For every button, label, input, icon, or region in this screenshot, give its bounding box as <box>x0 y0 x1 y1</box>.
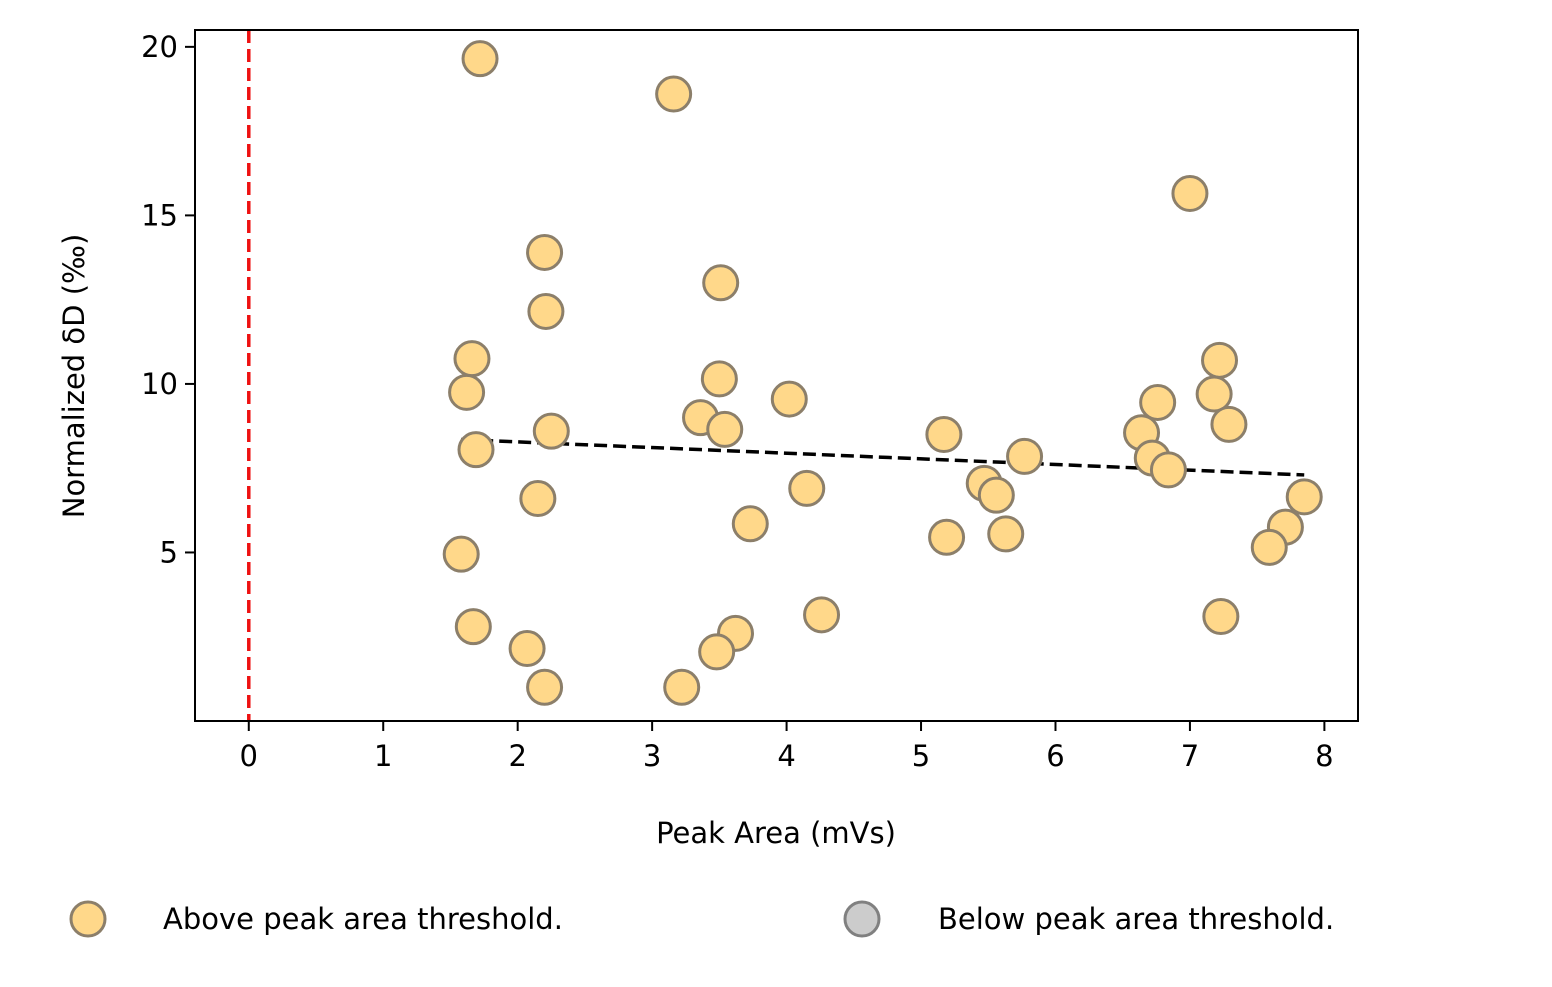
data-point <box>442 535 480 573</box>
y-tick-label: 10 <box>141 367 178 401</box>
data-point <box>928 518 966 556</box>
x-tick-label: 5 <box>912 739 930 773</box>
data-point <box>448 373 486 411</box>
x-tick-label: 1 <box>374 739 392 773</box>
legend-label-below-threshold: Below peak area threshold. <box>938 902 1334 936</box>
legend: Above peak area threshold. Below peak ar… <box>69 900 1334 938</box>
y-axis-title: Normalized δD (‰) <box>57 234 91 519</box>
data-point <box>461 40 499 78</box>
legend-marker-above-threshold <box>69 900 107 938</box>
x-tick-label: 3 <box>643 739 661 773</box>
data-point <box>655 75 693 113</box>
data-point <box>532 412 570 450</box>
data-points <box>442 40 1323 706</box>
data-point <box>1202 598 1240 636</box>
data-point <box>1149 451 1187 489</box>
data-point <box>1195 375 1233 413</box>
data-point <box>1285 478 1323 516</box>
data-point <box>1139 383 1177 421</box>
plot-frame <box>194 29 1359 722</box>
data-point <box>706 410 744 448</box>
data-point <box>526 233 564 271</box>
x-axis-title: Peak Area (mVs) <box>656 816 896 850</box>
data-point <box>527 292 565 330</box>
data-point <box>731 505 769 543</box>
data-point <box>457 431 495 469</box>
x-tick-label: 7 <box>1181 739 1199 773</box>
data-point <box>770 380 808 418</box>
data-point <box>508 630 546 668</box>
data-point <box>987 515 1025 553</box>
y-tick-label: 20 <box>141 30 178 64</box>
data-point <box>519 480 557 518</box>
data-point <box>663 668 701 706</box>
x-tick-label: 4 <box>777 739 795 773</box>
data-point <box>702 264 740 302</box>
data-point <box>1210 405 1248 443</box>
y-axis-ticks: 5 10 15 20 <box>141 30 195 569</box>
legend-marker-below-threshold <box>843 900 881 938</box>
data-point <box>1171 174 1209 212</box>
data-point <box>977 476 1015 514</box>
data-point <box>698 633 736 671</box>
data-point <box>1250 528 1288 566</box>
x-tick-label: 0 <box>240 739 258 773</box>
y-tick-label: 15 <box>141 198 178 232</box>
x-tick-label: 6 <box>1046 739 1064 773</box>
data-point <box>700 360 738 398</box>
x-tick-label: 8 <box>1315 739 1333 773</box>
x-axis-ticks: 0 1 2 3 4 5 6 7 8 <box>240 721 1334 773</box>
data-point <box>925 415 963 453</box>
data-point <box>454 608 492 646</box>
data-point <box>1201 341 1239 379</box>
data-point <box>453 340 491 378</box>
data-point <box>1006 437 1044 475</box>
y-tick-label: 5 <box>160 535 178 569</box>
data-point <box>526 668 564 706</box>
legend-label-above-threshold: Above peak area threshold. <box>163 902 563 936</box>
plot-area <box>195 30 1358 721</box>
x-tick-label: 2 <box>508 739 526 773</box>
data-point <box>788 469 826 507</box>
data-point <box>803 596 841 634</box>
